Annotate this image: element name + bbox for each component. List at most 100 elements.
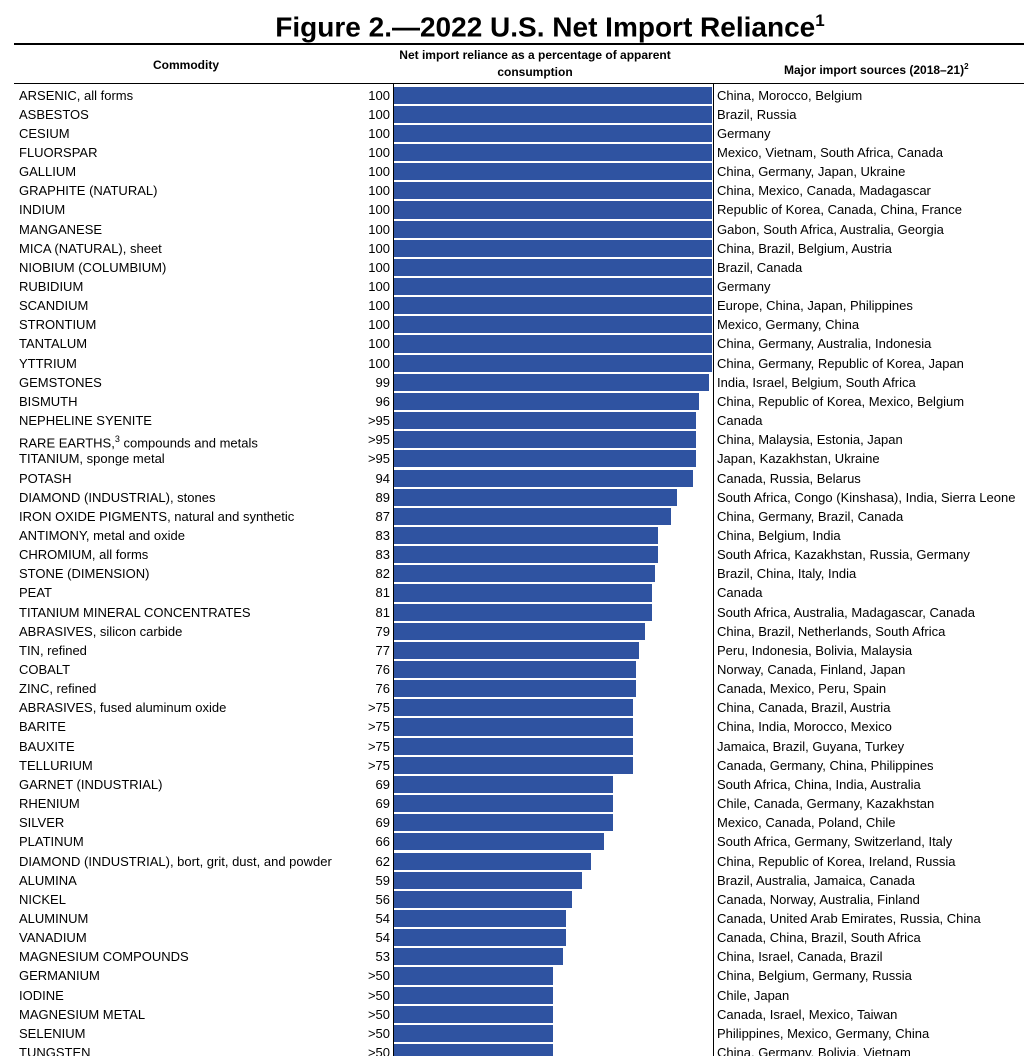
commodity-name: SCANDIUM <box>19 298 89 314</box>
reliance-bar <box>394 412 697 430</box>
commodity-name: GALLIUM <box>19 164 77 180</box>
import-sources: South Africa, Kazakhstan, Russia, German… <box>717 547 970 563</box>
import-sources: Canada, Russia, Belarus <box>717 470 861 486</box>
commodity-name: TUNGSTEN <box>19 1045 91 1056</box>
import-sources: Canada, Germany, China, Philippines <box>717 757 934 773</box>
import-sources: Gabon, South Africa, Australia, Georgia <box>717 221 944 237</box>
commodity-name: ABRASIVES, silicon carbide <box>19 623 183 639</box>
value-label: 76 <box>375 681 390 697</box>
import-sources: Europe, China, Japan, Philippines <box>717 298 913 314</box>
value-label: 77 <box>375 642 390 658</box>
bar-axis-left <box>393 84 394 1056</box>
reliance-bar <box>394 546 658 564</box>
import-sources: Canada, Israel, Mexico, Taiwan <box>717 1006 898 1022</box>
commodity-label: NEPHELINE SYENITE <box>19 411 152 430</box>
value-label: 69 <box>375 815 390 831</box>
reliance-bar <box>394 1044 553 1056</box>
value-label: >75 <box>367 738 390 754</box>
commodity-label: INDIUM <box>19 200 65 219</box>
commodity-label: ANTIMONY, metal and oxide <box>19 526 185 545</box>
reliance-bar <box>394 737 633 755</box>
reliance-bar <box>394 488 678 506</box>
reliance-bar <box>394 258 712 276</box>
commodity-name: PEAT <box>19 585 52 601</box>
value-label: 54 <box>375 910 390 926</box>
reliance-bar <box>394 948 563 966</box>
import-sources: Philippines, Mexico, Germany, China <box>717 1025 930 1041</box>
commodity-label: GEMSTONES <box>19 373 102 392</box>
reliance-bar <box>394 756 633 774</box>
reliance-bar <box>394 297 712 315</box>
import-sources: Canada, Mexico, Peru, Spain <box>717 681 887 697</box>
value-label: 100 <box>368 355 390 371</box>
value-label: 100 <box>368 202 390 218</box>
reliance-bar <box>394 852 592 870</box>
commodity-label: RUBIDIUM <box>19 277 83 296</box>
import-sources: Canada <box>717 413 763 429</box>
import-sources: China, Belgium, India <box>717 527 841 543</box>
reliance-bar <box>394 86 712 104</box>
reliance-bar <box>394 220 712 238</box>
reliance-bar <box>394 814 614 832</box>
import-sources: Brazil, China, Italy, India <box>717 566 857 582</box>
commodity-name: GRAPHITE (NATURAL) <box>19 183 158 199</box>
commodity-label: PEAT <box>19 583 52 602</box>
import-sources: Canada <box>717 585 763 601</box>
reliance-bar <box>394 775 614 794</box>
commodity-name: DIAMOND (INDUSTRIAL), bort, grit, dust, … <box>19 853 332 869</box>
import-sources: Brazil, Australia, Jamaica, Canada <box>717 872 915 888</box>
reliance-bar <box>394 316 712 334</box>
commodity-name: SILVER <box>19 815 65 831</box>
import-sources: South Africa, Australia, Madagascar, Can… <box>717 604 975 620</box>
import-sources: China, Germany, Republic of Korea, Japan <box>717 355 964 371</box>
column-header-sources-text: Major import sources (2018–21) <box>784 63 965 77</box>
reliance-bar <box>394 124 712 142</box>
import-sources: China, Brazil, Belgium, Austria <box>717 240 892 256</box>
reliance-bar <box>394 584 652 602</box>
value-label: 100 <box>368 87 390 103</box>
commodity-label: STRONTIUM <box>19 315 96 334</box>
commodity-name: STRONTIUM <box>19 317 97 333</box>
import-sources: Mexico, Canada, Poland, Chile <box>717 815 896 831</box>
commodity-label: FLUORSPAR <box>19 143 98 162</box>
reliance-bar <box>394 909 566 928</box>
import-sources: Germany <box>717 279 771 294</box>
commodity-label: ALUMINA <box>19 871 77 890</box>
commodity-label: IRON OXIDE PIGMENTS, natural and synthet… <box>19 507 294 526</box>
commodity-name: RHENIUM <box>19 796 80 812</box>
import-sources: Chile, Japan <box>717 987 790 1003</box>
value-label: 76 <box>375 662 390 677</box>
value-label: 89 <box>375 489 390 505</box>
import-sources: China, Malaysia, Estonia, Japan <box>717 432 903 448</box>
commodity-name: IODINE <box>19 987 64 1003</box>
reliance-bar <box>394 373 709 391</box>
reliance-bar <box>394 986 553 1004</box>
commodity-name: COBALT <box>19 662 71 677</box>
commodity-label: SELENIUM <box>19 1024 85 1043</box>
commodity-name: MAGNESIUM METAL <box>19 1006 146 1022</box>
import-sources: Republic of Korea, Canada, China, France <box>717 202 962 218</box>
value-label: 100 <box>368 106 390 122</box>
import-sources: Mexico, Vietnam, South Africa, Canada <box>717 144 943 160</box>
reliance-bar <box>394 201 712 219</box>
commodity-name: TITANIUM MINERAL CONCENTRATES <box>19 604 251 620</box>
commodity-footnote: 3 <box>114 434 120 445</box>
commodity-label: POTASH <box>19 469 72 488</box>
import-sources: China, Germany, Brazil, Canada <box>717 508 904 524</box>
value-label: 69 <box>375 796 390 812</box>
commodity-label: TITANIUM, sponge metal <box>19 449 165 468</box>
commodity-label: BISMUTH <box>19 392 78 411</box>
commodity-name: GARNET (INDUSTRIAL) <box>19 776 163 792</box>
commodity-name: PLATINUM <box>19 834 84 850</box>
value-label: 99 <box>375 374 390 390</box>
commodity-name: TELLURIUM <box>19 757 93 773</box>
reliance-bar <box>394 661 636 679</box>
commodity-name: FLUORSPAR <box>19 144 98 160</box>
commodity-name: MAGNESIUM COMPOUNDS <box>19 949 189 965</box>
commodity-name: DIAMOND (INDUSTRIAL), stones <box>19 489 216 505</box>
commodity-name: TIN, refined <box>19 642 87 658</box>
reliance-bar <box>394 718 633 736</box>
value-label: >50 <box>367 1006 390 1022</box>
commodity-name: GEMSTONES <box>19 374 102 390</box>
commodity-label: DIAMOND (INDUSTRIAL), stones <box>19 488 215 507</box>
